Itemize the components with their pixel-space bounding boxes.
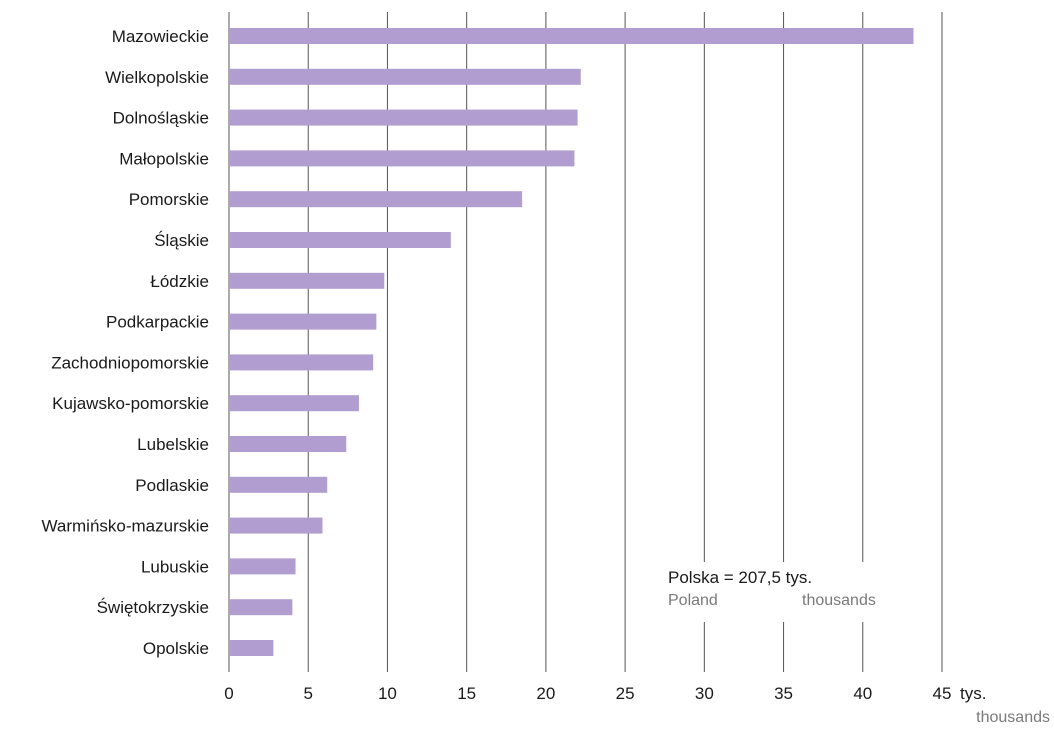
bar-4 xyxy=(229,191,523,208)
category-label-0: Mazowieckie xyxy=(112,27,209,46)
x-tick-label-45: 45 xyxy=(933,684,952,703)
category-label-8: Zachodniopomorskie xyxy=(51,353,209,372)
category-label-12: Warmińsko-mazurskie xyxy=(41,517,209,536)
x-tick-label-35: 35 xyxy=(774,684,793,703)
bar-6 xyxy=(229,272,385,289)
x-tick-label-25: 25 xyxy=(616,684,635,703)
bar-7 xyxy=(229,313,377,330)
annotation-total-text: Polska = 207,5 tys. xyxy=(668,568,812,587)
category-label-11: Podlaskie xyxy=(135,476,209,495)
annotation-background xyxy=(664,562,904,622)
bar-13 xyxy=(229,558,296,575)
bar-1 xyxy=(229,68,581,85)
bar-11 xyxy=(229,476,328,493)
bar-9 xyxy=(229,395,359,412)
bar-15 xyxy=(229,640,274,656)
x-tick-label-20: 20 xyxy=(536,684,555,703)
bar-12 xyxy=(229,517,323,534)
x-axis-unit-label: tys. xyxy=(960,684,986,703)
bar-3 xyxy=(229,150,575,167)
x-tick-label-5: 5 xyxy=(303,684,312,703)
x-tick-label-10: 10 xyxy=(378,684,397,703)
x-tick-label-15: 15 xyxy=(457,684,476,703)
category-label-4: Pomorskie xyxy=(129,190,209,209)
category-label-6: Łódzkie xyxy=(150,272,209,291)
category-labels: Mazowieckie Wielkopolskie Dolnośląskie Mało… xyxy=(41,27,209,658)
category-label-9: Kujawsko-pomorskie xyxy=(52,394,209,413)
bars xyxy=(229,28,914,656)
bar-10 xyxy=(229,436,347,452)
category-label-15: Opolskie xyxy=(143,639,209,658)
category-label-14: Świętokrzyskie xyxy=(97,598,209,617)
x-axis-unit-label-en: thousands xyxy=(976,709,1050,726)
category-label-13: Lubuskie xyxy=(141,557,209,576)
bar-2 xyxy=(229,109,578,126)
x-tick-label-30: 30 xyxy=(695,684,714,703)
bar-8 xyxy=(229,354,374,371)
x-axis-ticks: 0 5 10 15 20 25 30 35 40 45 xyxy=(224,684,951,703)
x-tick-label-40: 40 xyxy=(853,684,872,703)
category-label-7: Podkarpackie xyxy=(106,313,209,332)
total-annotation: Polska = 207,5 tys. Poland thousands xyxy=(664,562,904,622)
category-label-3: Małopolskie xyxy=(119,149,209,168)
bar-14 xyxy=(229,599,293,616)
annotation-poland-text: Poland xyxy=(668,592,718,609)
category-label-2: Dolnośląskie xyxy=(113,109,209,128)
x-tick-label-0: 0 xyxy=(224,684,233,703)
category-label-1: Wielkopolskie xyxy=(105,68,209,87)
bar-5 xyxy=(229,232,451,248)
category-label-5: Śląskie xyxy=(154,231,209,250)
annotation-thousands-text: thousands xyxy=(802,592,876,609)
bar-0 xyxy=(229,28,914,44)
x-axis-unit: tys. thousands xyxy=(960,684,1050,726)
category-label-10: Lubelskie xyxy=(137,435,209,454)
